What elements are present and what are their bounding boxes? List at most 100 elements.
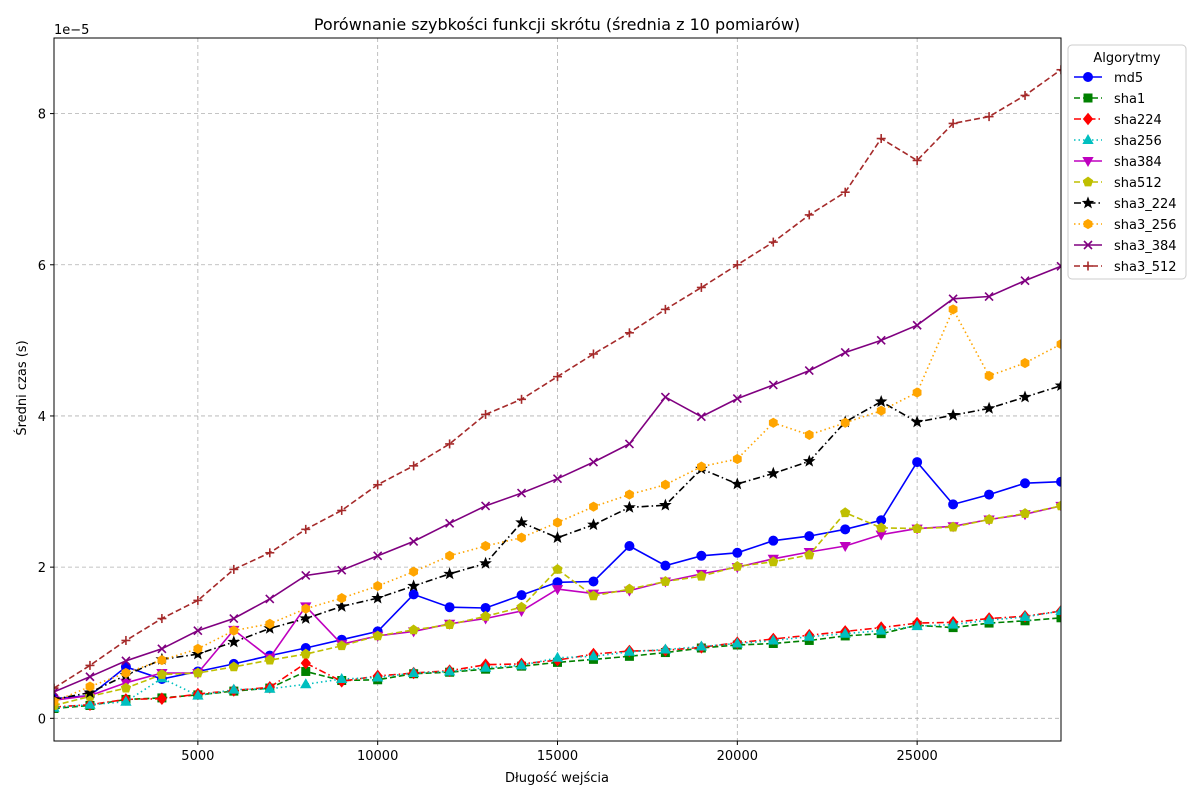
data-point-sha256 <box>983 614 995 625</box>
legend-label: sha256 <box>1114 134 1162 149</box>
data-point-sha3_512 <box>948 118 958 128</box>
data-point-sha512 <box>1055 500 1061 511</box>
legend-item-sha3_384: sha3_384 <box>1074 239 1177 254</box>
data-point-sha384 <box>551 585 564 596</box>
legend-marker <box>1083 72 1093 82</box>
data-point-sha3_256 <box>481 540 490 552</box>
legend-marker <box>1081 196 1095 209</box>
legend-label: sha384 <box>1114 155 1162 170</box>
data-point-sha3_224 <box>802 454 816 467</box>
data-point-sha3_512 <box>337 505 347 515</box>
data-point-sha256 <box>911 620 923 631</box>
data-point-md5 <box>444 602 455 613</box>
data-point-sha3_512 <box>373 480 383 490</box>
data-point-sha3_384 <box>121 656 131 666</box>
data-point-md5 <box>588 576 599 587</box>
data-point-md5 <box>1020 478 1031 489</box>
data-point-sha512 <box>372 630 383 641</box>
data-point-sha3_384 <box>912 320 922 330</box>
data-point-sha3_256 <box>373 580 383 592</box>
data-point-sha256 <box>695 640 708 651</box>
data-point-sha512 <box>120 682 132 693</box>
data-point-sha3_384 <box>876 335 886 345</box>
data-point-sha3_224 <box>910 415 924 428</box>
data-point-sha3_224 <box>407 579 420 592</box>
data-point-sha3_224 <box>946 408 960 421</box>
data-point-sha3_224 <box>551 531 564 544</box>
data-point-sha256 <box>623 645 636 656</box>
data-point-md5 <box>1056 476 1061 487</box>
x-axis-label: Długość wejścia <box>505 771 609 786</box>
data-point-sha3_224 <box>443 567 456 580</box>
x-tick-label: 25000 <box>896 749 937 764</box>
data-point-sha256 <box>192 689 204 700</box>
data-point-sha256 <box>839 627 851 638</box>
legend-item-sha3_224: sha3_224 <box>1074 196 1177 212</box>
data-point-sha3_256 <box>1020 357 1030 369</box>
data-point-sha3_256 <box>157 655 167 666</box>
data-point-sha3_384 <box>54 687 59 697</box>
data-point-sha3_256 <box>553 517 562 528</box>
legend-marker <box>1082 112 1094 126</box>
y-ticks-group: 0 2 4 6 8 <box>38 108 54 727</box>
data-point-sha256 <box>120 695 132 706</box>
data-point-sha3_224 <box>335 599 349 612</box>
data-point-sha3_384 <box>588 457 599 467</box>
data-point-sha3_256 <box>265 618 275 629</box>
x-ticks-group: 5000 10000 15000 20000 25000 <box>181 741 938 764</box>
y-tick-label: 6 <box>38 259 46 274</box>
data-point-sha512 <box>804 549 815 560</box>
data-point-sha1 <box>1056 613 1061 623</box>
data-point-sha512 <box>156 669 168 679</box>
data-point-sha3_224 <box>1018 390 1032 403</box>
data-point-sha512 <box>444 619 455 629</box>
data-point-sha256 <box>803 630 815 641</box>
x-tick-label: 15000 <box>537 749 578 764</box>
data-point-sha512 <box>624 583 635 594</box>
data-point-sha512 <box>983 514 995 524</box>
data-point-sha3_224 <box>982 401 996 414</box>
data-point-sha3_256 <box>732 453 742 465</box>
data-point-sha3_512 <box>732 260 742 270</box>
data-point-sha3_384 <box>157 644 167 654</box>
data-point-sha512 <box>408 624 419 635</box>
series-line-sha1 <box>54 617 1061 710</box>
data-point-sha3_384 <box>984 291 994 302</box>
data-point-sha3_512 <box>445 439 455 449</box>
data-point-sha3_256 <box>85 681 95 692</box>
data-point-sha3_256 <box>661 479 670 490</box>
data-point-md5 <box>408 589 419 600</box>
data-point-sha3_384 <box>660 392 670 402</box>
data-point-sha3_512 <box>301 524 311 534</box>
data-point-sha256 <box>479 661 492 672</box>
data-point-sha3_512 <box>588 349 598 359</box>
data-point-sha3_512 <box>984 112 994 122</box>
data-point-sha3_256 <box>301 603 311 614</box>
data-point-sha3_224 <box>479 556 492 569</box>
legend-label: sha3_256 <box>1114 218 1177 233</box>
data-point-sha3_256 <box>337 593 347 604</box>
data-point-sha3_224 <box>1054 379 1061 392</box>
data-point-sha512 <box>264 654 275 665</box>
data-point-sha3_512 <box>157 614 167 624</box>
y-tick-label: 8 <box>38 108 46 123</box>
legend-item-sha1: sha1 <box>1074 92 1145 107</box>
data-point-sha3_256 <box>54 696 59 707</box>
data-point-sha3_384 <box>445 518 455 528</box>
data-point-md5 <box>948 499 959 510</box>
data-point-sha512 <box>192 667 203 678</box>
data-point-sha224 <box>156 692 168 705</box>
data-point-sha3_224 <box>227 635 241 648</box>
x-tick-label: 20000 <box>717 749 758 764</box>
data-point-sha512 <box>588 590 599 601</box>
data-point-sha3_256 <box>697 461 706 472</box>
data-point-sha512 <box>732 560 743 571</box>
series-sha3_384 <box>54 261 1061 697</box>
series-sha256 <box>54 604 1061 712</box>
legend-marker <box>1082 157 1094 168</box>
data-point-sha3_256 <box>876 405 886 416</box>
data-point-sha3_256 <box>409 566 418 577</box>
data-point-sha3_256 <box>984 370 994 381</box>
data-point-md5 <box>516 590 527 601</box>
data-point-sha3_224 <box>299 611 313 624</box>
